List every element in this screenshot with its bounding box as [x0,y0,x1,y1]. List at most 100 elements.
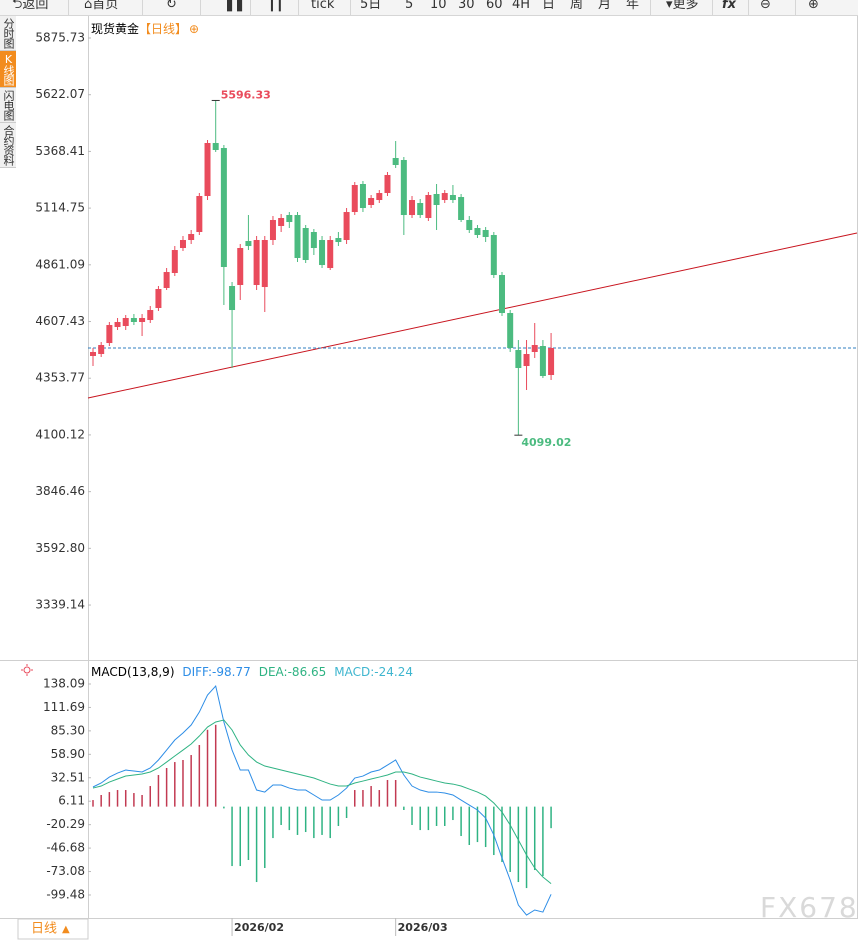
period-button[interactable]: 4H [512,0,531,12]
period-button[interactable]: 月 [598,0,612,12]
candle-body [147,310,154,321]
sidebar-tab[interactable]: K线图 [0,51,16,88]
candle-body [106,325,113,344]
candle-body [188,234,195,241]
candle-body [261,240,268,288]
y-tick-label: 111.69 [43,700,85,714]
macd-readout: MACD:-24.24 [334,665,413,679]
candle-body [384,174,391,194]
candle-body [269,219,276,241]
candle-body [466,219,473,231]
candle-body [433,193,440,205]
candle-body [474,227,481,235]
candle-body [507,313,514,348]
y-tick-label: 5368.41 [35,144,85,158]
period-button[interactable]: 30 [458,0,475,12]
trendline [87,232,858,399]
period-button[interactable]: 周 [570,0,584,12]
macd-heading: MACD(13,8,9) DIFF:-98.77 DEA:-86.65 MACD:-… [91,665,421,679]
period-tab-label[interactable]: 日线 [31,922,57,937]
y-tick-label: 5622.07 [35,87,85,101]
candle-body [171,250,178,273]
y-tick-label: 3339.14 [35,598,85,612]
sidebar-tab[interactable]: 分时图 [0,16,16,51]
candle-body [499,275,505,314]
period-button[interactable]: 5日 [360,0,382,12]
formula-button[interactable]: fx [722,0,737,12]
y-tick-label: 85.30 [51,723,85,737]
tick-button[interactable]: tick [311,0,335,12]
y-tick-label: 4353.77 [35,371,85,385]
period-button[interactable]: 日 [542,0,556,12]
candle-body [139,317,146,322]
candle-body [163,272,170,288]
candle-body [343,212,350,241]
more-button[interactable]: ▾更多 [666,0,699,12]
home-button[interactable]: ⌂首页 [84,0,119,12]
back-button[interactable]: ⮌返回 [12,0,49,12]
macd-line [92,684,552,916]
y-tick-label: 5114.75 [35,201,85,215]
y-tick-label: 4607.43 [35,314,85,328]
period-button[interactable]: 10 [430,0,447,12]
candle-body [286,215,293,223]
low-label: 4099.02 [521,436,571,449]
candle-body [98,345,105,355]
chart-period: 【日线】 [139,22,188,36]
y-tick-label: 3592.80 [35,541,85,555]
y-tick-label: -73.08 [46,864,85,878]
candle-body [220,148,227,268]
macd-readout: DEA:-86.65 [258,665,327,679]
y-tick-label: 6.11 [58,794,85,808]
candle-body [359,184,366,209]
period-button[interactable]: 5 [405,0,414,12]
x-tick-label: 2026/03 [398,921,448,934]
candle-body [515,350,522,369]
candle-body [531,345,538,352]
candle-body [212,143,219,151]
candle-body [351,185,358,213]
zoom-in-button[interactable]: ⊕ [808,0,819,12]
refresh-button[interactable]: ↻ [166,0,177,12]
candle-body [302,227,309,261]
candle-body [548,347,555,376]
candle-body [294,215,301,258]
candle-body [237,248,244,286]
candle-body [130,317,137,322]
y-tick-label: 5875.73 [35,30,85,44]
candle-body [449,195,456,201]
sidebar-tab[interactable]: 闪电图 [0,88,16,123]
y-tick-label: -20.29 [46,817,85,831]
period-tab[interactable] [17,918,89,940]
candle-body [441,193,448,201]
period-tab-arrow[interactable]: ▲ [62,924,70,935]
candle-body [179,240,186,249]
candle-body [490,234,497,276]
y-tick-label: 58.90 [51,747,85,761]
y-tick-label: 138.09 [43,676,85,690]
macd-label: MACD(13,8,9) [91,665,175,679]
candle-button[interactable]: ┃┃ [268,0,284,12]
bar-chart-button[interactable]: ▐▐ [222,0,242,12]
zoom-out-button[interactable]: ⊖ [760,0,771,12]
macd-line [92,719,552,884]
candle-body [409,200,416,216]
chart-heading: 现货黄金【日线】 ⊕ [91,22,200,36]
watermark: FX678 [760,891,858,924]
y-tick-label: 4100.12 [35,427,85,441]
candle-body [310,231,317,249]
period-button[interactable]: 年 [626,0,640,12]
candle-body [155,289,162,309]
chart-title: 现货黄金 [91,22,140,36]
period-button[interactable]: 60 [486,0,503,12]
candle-body [229,286,236,311]
y-tick-label: -46.68 [46,841,85,855]
candle-body [392,158,399,166]
candle-body [114,321,121,328]
candle-body [245,241,252,247]
candle-body [335,238,342,243]
sidebar-tab[interactable]: 合约资料 [0,123,16,168]
y-tick-label: 3846.46 [35,484,85,498]
candle-body [278,218,285,227]
